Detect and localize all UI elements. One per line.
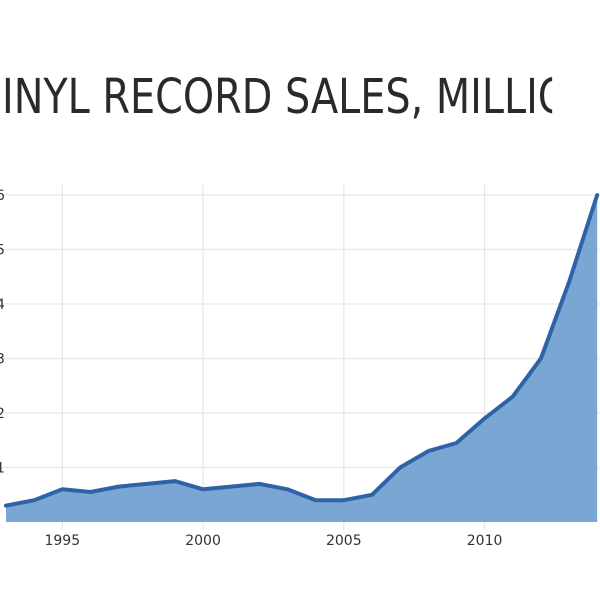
x-tick-label: 2005 <box>326 533 362 549</box>
y-tick-label: 6 <box>0 188 5 204</box>
y-tick-label: 5 <box>0 243 5 259</box>
x-tick-label: 2000 <box>185 533 221 549</box>
chart-title: INYL RECORD SALES, MILLION <box>2 69 553 125</box>
y-tick-label: 4 <box>0 297 5 313</box>
y-tick-label: 2 <box>0 406 5 422</box>
y-tick-label: 3 <box>0 352 5 368</box>
tick-layer: 1 2 3 4 5 6 1995 2000 2005 2010 <box>0 188 502 549</box>
x-tick-label: 2010 <box>467 533 503 549</box>
area-fill <box>6 195 598 522</box>
x-tick-label: 1995 <box>44 533 80 549</box>
area-layer <box>4 193 600 522</box>
series-line <box>4 193 600 508</box>
y-tick-label: 1 <box>0 461 5 477</box>
